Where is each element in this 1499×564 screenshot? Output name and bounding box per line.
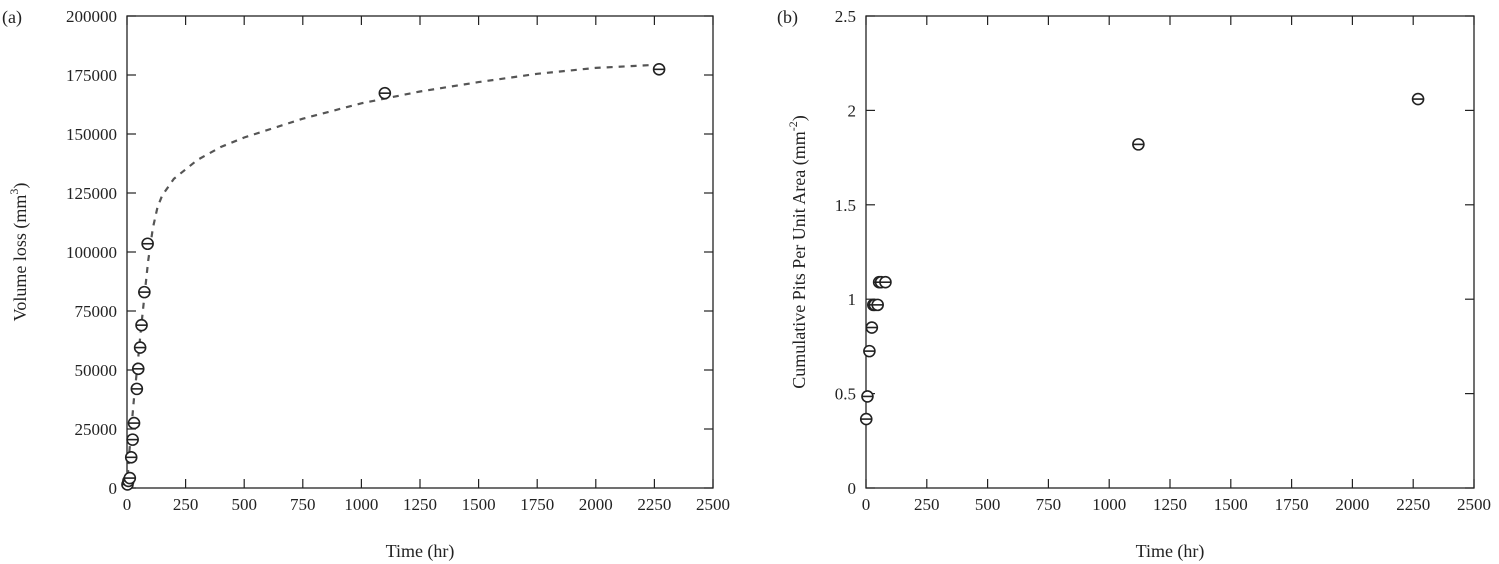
data-point <box>879 275 892 289</box>
data-point <box>135 318 148 332</box>
y-tick-label: 1 <box>848 290 857 309</box>
data-point <box>133 341 147 354</box>
y-tick-label: 125000 <box>66 184 117 203</box>
x-tick-label: 750 <box>290 495 316 514</box>
panel-b-y-axis-label-suffix: ) <box>789 115 810 121</box>
x-tick-label: 0 <box>123 495 132 514</box>
y-tick-label: 25000 <box>75 420 118 439</box>
data-point <box>863 344 876 358</box>
data-point <box>124 451 138 464</box>
panel-b-y-axis-label-text: Cumulative Pits Per Unit Area (mm <box>789 131 810 388</box>
x-tick-label: 2000 <box>579 495 613 514</box>
panel-a-label: (a) <box>2 7 22 28</box>
y-tick-label: 175000 <box>66 66 117 85</box>
data-point <box>871 298 884 312</box>
data-point <box>123 471 137 485</box>
y-tick-label: 0 <box>848 479 857 498</box>
x-tick-label: 500 <box>231 495 257 514</box>
y-tick-label: 0 <box>109 479 118 498</box>
data-point <box>378 86 392 100</box>
x-tick-label: 250 <box>914 495 940 514</box>
panel-a-x-axis-label: Time (hr) <box>386 541 455 562</box>
data-point <box>652 63 666 76</box>
x-tick-label: 1500 <box>1214 495 1248 514</box>
panel-b: (b) 0 250 500 750 1000 1250 1500 1750 2000 2250 25… <box>777 7 1491 562</box>
y-tick-label: 100000 <box>66 243 117 262</box>
y-tick-label: 0.5 <box>835 385 856 404</box>
x-tick-label: 1750 <box>520 495 554 514</box>
panel-a-fit-curve <box>125 63 655 489</box>
panel-b-y-axis-label: Cumulative Pits Per Unit Area (mm-2) <box>786 115 810 388</box>
x-tick-label: 1000 <box>1092 495 1126 514</box>
x-tick-label: 2250 <box>1396 495 1430 514</box>
panel-b-ticks: 0 250 500 750 1000 1250 1500 1750 2000 2250 2500 0 0… <box>835 7 1491 514</box>
x-tick-label: 0 <box>862 495 871 514</box>
panel-a-data-points <box>121 63 666 491</box>
panel-b-y-axis-label-sup: -2 <box>786 121 800 131</box>
data-point <box>141 237 154 251</box>
x-tick-label: 2250 <box>637 495 671 514</box>
x-tick-label: 1500 <box>462 495 496 514</box>
panel-a-y-axis-label-suffix: ) <box>10 183 31 189</box>
data-point <box>126 433 139 446</box>
panel-a-y-axis-label: Volume loss (mm3) <box>7 183 31 322</box>
data-point <box>1411 92 1425 106</box>
data-point <box>1132 138 1145 151</box>
data-point <box>865 321 879 334</box>
x-tick-label: 750 <box>1036 495 1062 514</box>
x-tick-label: 1750 <box>1275 495 1309 514</box>
y-tick-label: 150000 <box>66 125 117 144</box>
x-tick-label: 2000 <box>1335 495 1369 514</box>
data-point <box>131 362 145 376</box>
data-point <box>859 412 873 426</box>
panel-a-y-axis-label-text: Volume loss (mm <box>10 195 31 322</box>
y-tick-label: 2.5 <box>835 7 856 26</box>
y-tick-label: 50000 <box>75 361 118 380</box>
panel-b-plot-frame <box>865 15 1475 489</box>
x-tick-label: 2500 <box>1457 495 1491 514</box>
x-tick-label: 500 <box>975 495 1001 514</box>
panel-b-x-axis-label: Time (hr) <box>1136 541 1205 562</box>
y-tick-label: 1.5 <box>835 196 856 215</box>
panel-a: (a) 0 250 500 750 1000 1250 1500 1750 2000 2250 25… <box>2 7 730 562</box>
y-tick-label: 200000 <box>66 7 117 26</box>
panel-a-ticks: 0 250 500 750 1000 1250 1500 1750 2000 2250 250002… <box>66 7 730 514</box>
x-tick-label: 2500 <box>696 495 730 514</box>
x-tick-label: 1250 <box>403 495 437 514</box>
y-tick-label: 75000 <box>75 302 118 321</box>
data-point <box>138 285 151 299</box>
y-tick-label: 2 <box>848 101 857 120</box>
data-point <box>130 382 144 396</box>
panel-b-label: (b) <box>777 7 798 28</box>
data-point <box>127 416 141 430</box>
panel-a-y-axis-label-sup: 3 <box>7 189 21 195</box>
x-tick-label: 1250 <box>1153 495 1187 514</box>
x-tick-label: 1000 <box>344 495 378 514</box>
panel-b-data-points <box>859 92 1425 426</box>
x-tick-label: 250 <box>173 495 199 514</box>
panel-a-plot-frame <box>126 15 714 489</box>
data-point <box>861 390 874 403</box>
fit-curve-line <box>125 63 655 489</box>
